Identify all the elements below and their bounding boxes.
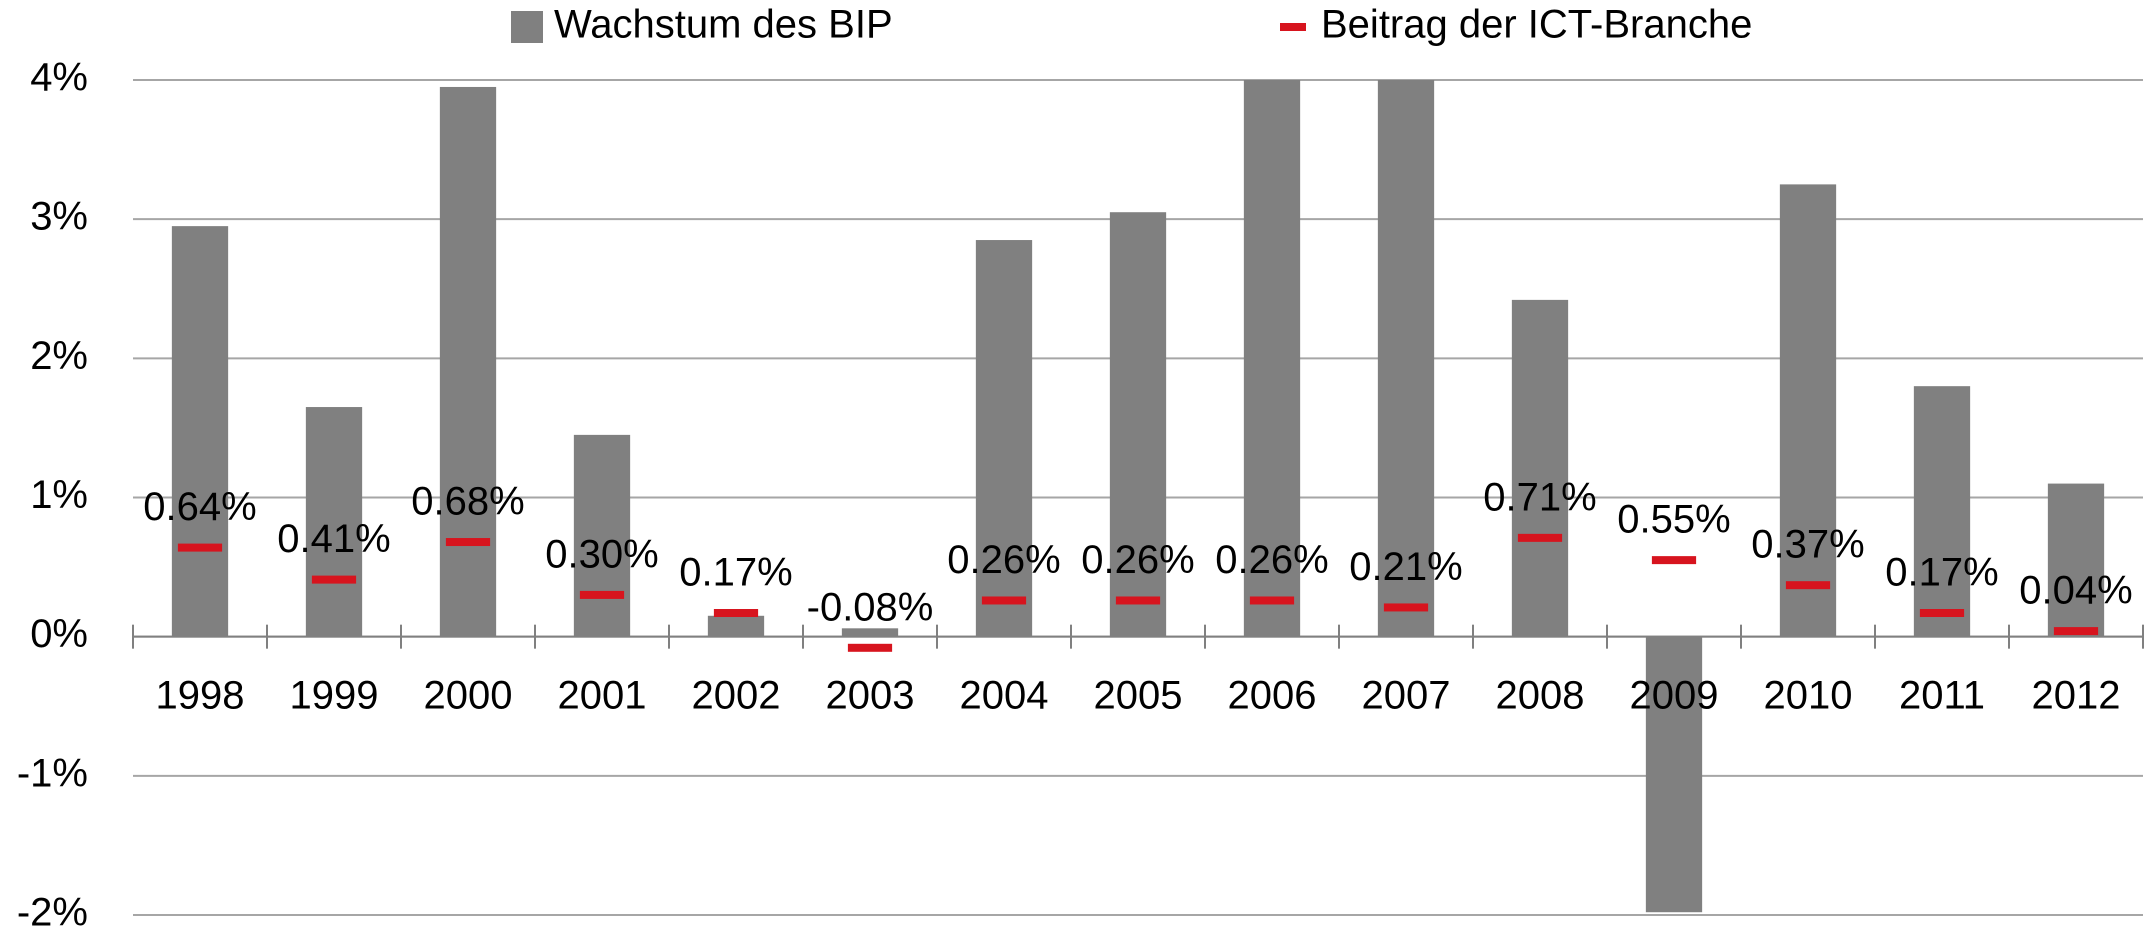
bar <box>171 226 229 637</box>
data-label: 0.41% <box>277 517 390 561</box>
x-tick-label: 2011 <box>1899 674 1985 718</box>
y-tick-label: 0% <box>30 612 88 656</box>
bar <box>1243 80 1301 637</box>
marker <box>1115 596 1161 605</box>
marker <box>311 575 357 584</box>
bar <box>1913 386 1971 637</box>
x-tick-label: 2012 <box>2032 674 2121 718</box>
marker <box>713 609 759 618</box>
legend-label: Wachstum des BIP <box>554 3 893 47</box>
bar <box>1779 184 1837 637</box>
data-label: 0.71% <box>1483 475 1596 519</box>
marker <box>1249 596 1295 605</box>
x-tick-label: 2000 <box>424 674 513 718</box>
data-label: 0.26% <box>1215 538 1328 582</box>
bar <box>573 434 631 637</box>
bar <box>841 628 899 637</box>
marker <box>579 590 625 599</box>
y-tick-label: -1% <box>17 751 88 795</box>
data-label: 0.26% <box>1081 538 1194 582</box>
data-label: 0.26% <box>947 538 1060 582</box>
data-label: 0.55% <box>1617 498 1730 542</box>
data-label: 0.17% <box>679 551 792 595</box>
marker <box>847 643 893 652</box>
bar <box>1511 299 1569 637</box>
data-label: 0.37% <box>1751 523 1864 567</box>
x-tick-label: 2010 <box>1764 674 1853 718</box>
marker <box>1651 556 1697 565</box>
bar <box>1109 212 1167 637</box>
marker <box>1919 609 1965 618</box>
bar <box>2047 483 2105 637</box>
marker <box>1517 533 1563 542</box>
y-tick-label: -2% <box>17 891 88 931</box>
x-tick-label: 1999 <box>290 674 379 718</box>
marker <box>177 543 223 552</box>
bar <box>975 240 1033 637</box>
data-label: 0.21% <box>1349 545 1462 589</box>
bar <box>707 615 765 637</box>
data-label: 0.30% <box>545 532 658 576</box>
y-tick-label: 2% <box>30 334 88 378</box>
marker <box>1383 603 1429 612</box>
bar <box>439 86 497 637</box>
data-label: 0.68% <box>411 480 524 524</box>
x-tick-label: 1998 <box>156 674 245 718</box>
bar <box>305 407 363 637</box>
data-label: 0.64% <box>143 485 256 529</box>
legend-swatch <box>511 11 543 43</box>
y-tick-label: 1% <box>30 473 88 517</box>
marker <box>2053 627 2099 636</box>
x-tick-label: 2009 <box>1630 674 1719 718</box>
data-label: -0.08% <box>807 585 934 629</box>
marker <box>1785 581 1831 590</box>
legend-swatch <box>1280 23 1306 31</box>
x-tick-label: 2005 <box>1094 674 1183 718</box>
x-tick-label: 2004 <box>960 674 1049 718</box>
x-tick-label: 2003 <box>826 674 915 718</box>
bar <box>1377 80 1435 637</box>
y-tick-label: 4% <box>30 56 88 100</box>
x-tick-label: 2002 <box>692 674 781 718</box>
x-tick-label: 2007 <box>1362 674 1451 718</box>
data-label: 0.17% <box>1885 551 1998 595</box>
x-tick-label: 2008 <box>1496 674 1585 718</box>
data-label: 0.04% <box>2019 569 2132 613</box>
marker <box>981 596 1027 605</box>
bar <box>1645 636 1703 913</box>
marker <box>445 538 491 547</box>
legend-label: Beitrag der ICT-Branche <box>1321 3 1752 47</box>
x-tick-label: 2001 <box>558 674 647 718</box>
y-tick-label: 3% <box>30 195 88 239</box>
x-tick-label: 2006 <box>1228 674 1317 718</box>
